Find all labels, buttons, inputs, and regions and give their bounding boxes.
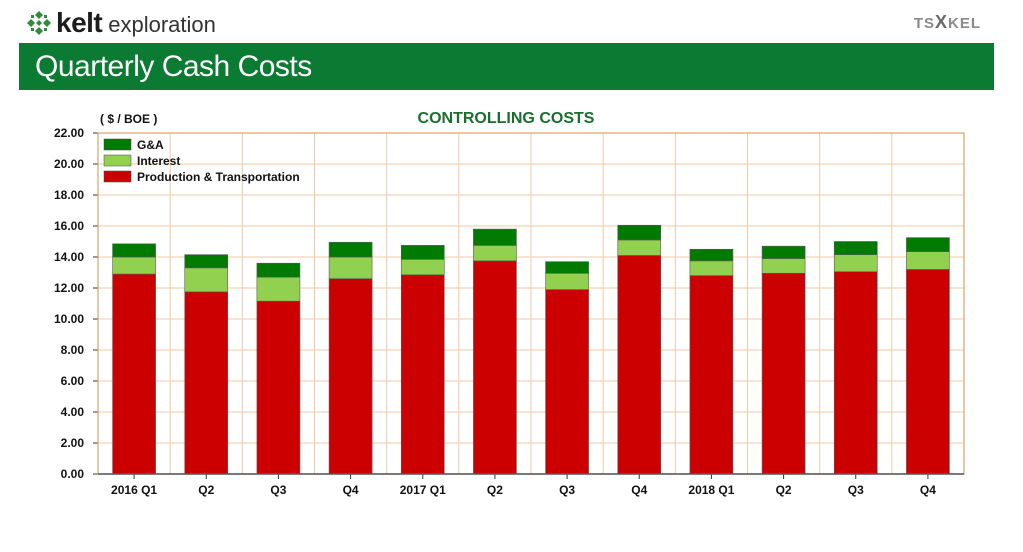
x-tick-label: Q2	[776, 483, 792, 497]
bar-segment	[761, 245, 806, 259]
x-tick-label: Q4	[920, 483, 936, 497]
logo-emblem-icon	[27, 11, 51, 35]
bar-segment	[473, 260, 517, 475]
bar-segment	[689, 275, 734, 475]
bar-segment	[400, 259, 445, 276]
bar-segment	[112, 273, 156, 475]
x-tick-label: Q2	[487, 483, 503, 497]
y-tick-label: 4.00	[61, 405, 85, 419]
bar-segment	[473, 245, 517, 262]
logo-word: kelt	[56, 7, 103, 38]
bar-segment	[328, 241, 373, 258]
y-tick-label: 14.00	[54, 250, 84, 264]
x-tick-label: Q3	[848, 483, 864, 497]
legend-label: G&A	[137, 138, 164, 152]
x-tick-label: Q4	[343, 483, 359, 497]
bar-segment	[184, 291, 229, 475]
bar-segment	[256, 300, 301, 475]
ticker-exchange-left: TS	[913, 15, 935, 32]
y-tick-label: 12.00	[54, 281, 84, 295]
legend-swatch	[103, 138, 132, 151]
legend-swatch	[103, 170, 132, 183]
page-title: Quarterly Cash Costs	[35, 49, 312, 83]
bar-segment	[112, 256, 156, 275]
stock-ticker: TSXKEL	[914, 12, 981, 33]
bar-segment	[906, 269, 950, 475]
bar-segment	[617, 239, 662, 256]
bar-segment	[328, 278, 373, 475]
y-tick-label: 22.00	[54, 126, 84, 140]
bar-segment	[689, 248, 734, 262]
y-tick-label: 2.00	[61, 436, 85, 450]
bar-segment	[617, 255, 662, 475]
bar-segment	[256, 276, 301, 302]
bar-segment	[112, 243, 156, 258]
x-tick-label: Q4	[631, 483, 647, 497]
y-tick-label: 0.00	[61, 467, 85, 481]
y-axis-unit-label: ( $ / BOE )	[100, 112, 157, 126]
y-tick-label: 20.00	[54, 157, 84, 171]
x-tick-label: 2016 Q1	[111, 483, 157, 497]
legend-label: Production & Transportation	[137, 170, 300, 184]
y-tick-label: 8.00	[61, 343, 85, 357]
kelt-logo: kelt exploration	[26, 6, 216, 40]
y-tick-label: 10.00	[54, 312, 84, 326]
y-tick-label: 6.00	[61, 374, 85, 388]
ticker-symbol: KEL	[948, 15, 981, 32]
bar-segment	[400, 245, 445, 260]
legend-swatch	[103, 154, 132, 167]
ticker-exchange-x: X	[934, 12, 948, 32]
bar-segment	[400, 274, 445, 475]
bar-segment	[473, 228, 517, 246]
x-tick-label: Q3	[559, 483, 575, 497]
bar-segment	[256, 262, 301, 278]
bar-segment	[184, 254, 229, 269]
bar-segment	[761, 258, 806, 274]
bar-segment	[906, 237, 950, 252]
legend-label: Interest	[137, 154, 180, 168]
title-banner: Quarterly Cash Costs	[19, 43, 994, 90]
x-tick-label: 2017 Q1	[400, 483, 446, 497]
x-tick-label: 2018 Q1	[688, 483, 734, 497]
y-tick-label: 16.00	[54, 219, 84, 233]
y-tick-label: 18.00	[54, 188, 84, 202]
bar-segment	[833, 241, 878, 255]
bar-segment	[328, 256, 373, 280]
logo-subtitle: exploration	[108, 12, 216, 37]
bar-segment	[833, 271, 878, 475]
bar-segment	[545, 289, 589, 475]
bar-segment	[184, 267, 229, 293]
bar-segment	[761, 272, 806, 475]
bar-segment	[906, 251, 950, 270]
x-tick-label: Q2	[198, 483, 214, 497]
bar-segment	[833, 254, 878, 273]
bar-segment	[545, 261, 589, 274]
chart-title: CONTROLLING COSTS	[418, 110, 595, 127]
bar-segment	[545, 272, 589, 290]
bar-segment	[689, 260, 734, 276]
bar-segment	[617, 224, 662, 241]
x-tick-label: Q3	[270, 483, 286, 497]
